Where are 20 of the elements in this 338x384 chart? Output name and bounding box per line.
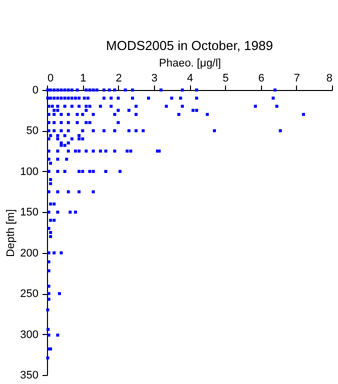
x-tick-label: 8	[326, 72, 332, 84]
y-tick-label: 250	[20, 288, 38, 300]
x-tick-label: 7	[294, 72, 300, 84]
chart-title: MODS2005 in October, 1989	[106, 38, 273, 53]
x-tick-label: 4	[186, 72, 194, 84]
x-tick-label: 6	[258, 72, 264, 84]
x-tick-label: 0	[48, 72, 54, 84]
y-axis-title: Depth [m]	[5, 209, 18, 257]
x-axis-title: Phaeo. [μg/l]	[159, 58, 221, 70]
y-tick-label: 50	[26, 125, 38, 138]
x-tick-label: 1	[80, 72, 86, 84]
x-tick-label: 3	[151, 72, 158, 84]
x-tick-label: 2	[116, 72, 122, 84]
y-tick-label: 300	[20, 328, 38, 341]
y-tick-label: 100	[20, 166, 38, 178]
y-tick-label: 0	[32, 84, 38, 96]
x-tick-label: 5	[222, 72, 229, 84]
y-tick-label: 350	[20, 370, 38, 382]
y-tick-label: 150	[20, 206, 38, 219]
y-tick-label: 200	[20, 247, 38, 260]
